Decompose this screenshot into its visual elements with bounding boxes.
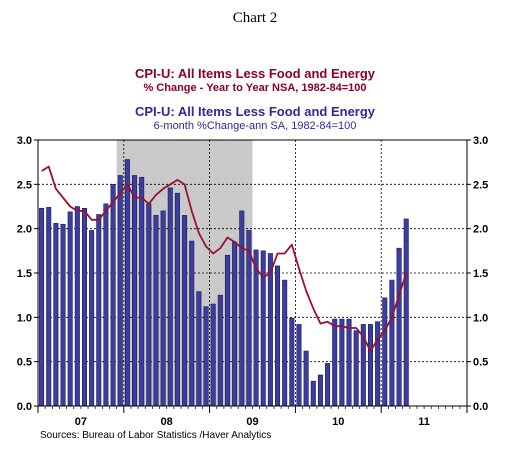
bar <box>153 215 159 407</box>
bar <box>46 207 52 407</box>
bar <box>303 350 309 407</box>
x-tick-label: 10 <box>332 416 344 428</box>
y-tick-label-right: 1.0 <box>473 312 488 324</box>
bar <box>339 318 345 407</box>
y-tick-label-left: 0.0 <box>17 401 32 413</box>
x-tick-label: 11 <box>418 416 430 428</box>
subtitle-yoy: % Change - Year to Year NSA, 1982-84=100 <box>143 82 367 94</box>
bar <box>353 330 359 407</box>
bar <box>389 279 395 407</box>
bar <box>296 324 302 407</box>
y-tick-label-left: 1.0 <box>17 312 32 324</box>
y-tick-label-right: 1.5 <box>473 268 488 280</box>
bar <box>103 203 109 407</box>
bar <box>346 318 352 407</box>
y-tick-label-left: 2.5 <box>17 179 32 191</box>
bar <box>232 241 238 407</box>
bar <box>317 374 323 407</box>
bar <box>60 223 66 407</box>
y-tick-label-left: 0.5 <box>17 357 32 369</box>
bar <box>224 254 230 407</box>
bar <box>189 240 195 407</box>
y-tick-label-right: 0.5 <box>473 357 488 369</box>
bar <box>96 214 102 407</box>
bar <box>110 184 116 407</box>
bar <box>132 175 138 407</box>
bar <box>403 218 409 407</box>
title-yoy: CPI-U: All Items Less Food and Energy <box>134 66 376 81</box>
bar <box>53 223 59 407</box>
title-6month: CPI-U: All Items Less Food and Energy <box>134 104 376 119</box>
bar <box>74 206 80 407</box>
y-tick-label-left: 1.5 <box>17 268 32 280</box>
bar <box>160 210 166 407</box>
bar <box>196 291 202 407</box>
bar <box>396 247 402 407</box>
bar <box>89 230 95 407</box>
x-tick-label: 08 <box>161 416 173 428</box>
y-tick-label-right: 3.0 <box>473 135 488 147</box>
bar <box>375 321 381 407</box>
bar <box>174 192 180 407</box>
bar <box>81 207 87 407</box>
bar <box>275 265 281 407</box>
bar <box>139 176 145 407</box>
line-series <box>41 165 408 352</box>
bar <box>146 203 152 407</box>
x-tick-label: 07 <box>75 416 87 428</box>
bar <box>282 279 288 407</box>
bar <box>203 306 209 407</box>
bar <box>217 294 223 407</box>
bar <box>332 318 338 407</box>
y-tick-label-right: 2.0 <box>473 224 488 236</box>
x-tick-label: 09 <box>246 416 258 428</box>
y-tick-label-left: 3.0 <box>17 135 32 147</box>
subtitle-6month: 6-month %Change-ann SA, 1982-84=100 <box>153 120 357 132</box>
y-tick-label-right: 2.5 <box>473 179 488 191</box>
bar <box>310 380 316 407</box>
bar <box>117 175 123 407</box>
bar <box>382 297 388 407</box>
bar <box>167 187 173 407</box>
bar <box>124 159 130 407</box>
bar <box>210 303 216 407</box>
y-tick-label-left: 2.0 <box>17 224 32 236</box>
bar <box>182 215 188 407</box>
bar <box>253 249 259 407</box>
chart-number: Chart 2 <box>232 10 278 26</box>
bar <box>67 211 73 407</box>
y-tick-label-right: 0.0 <box>473 401 488 413</box>
bar <box>289 317 295 407</box>
bar <box>325 363 331 407</box>
bar <box>267 253 273 407</box>
bar <box>239 210 245 407</box>
bar <box>39 207 45 407</box>
source-note: Sources: Bureau of Labor Statistics /Hav… <box>40 430 272 441</box>
bar <box>367 324 373 407</box>
